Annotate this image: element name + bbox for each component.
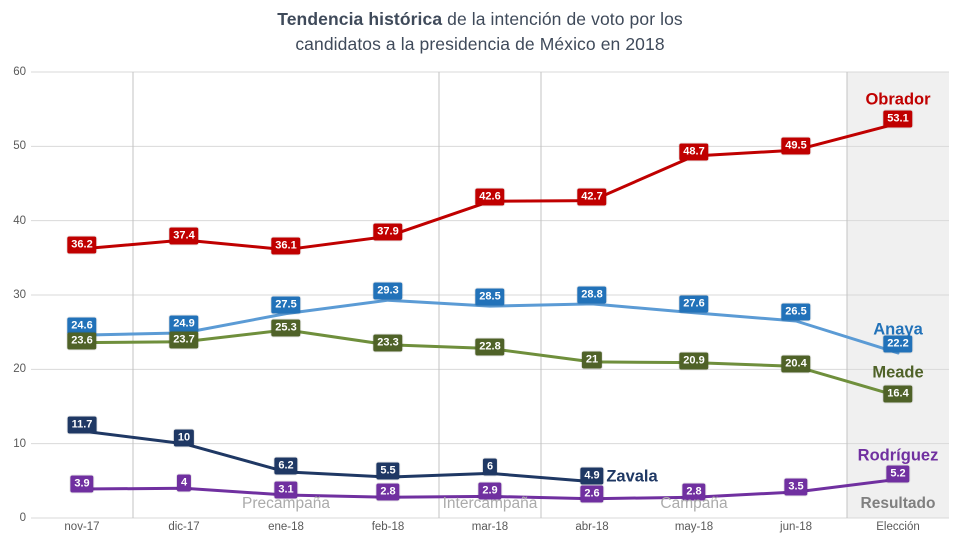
value-label-meade-mar-18: 22.8 [475, 338, 505, 356]
value-label-anaya-dic-17: 24.9 [169, 315, 199, 333]
value-label-rodriguez-dic-17: 4 [176, 474, 192, 492]
phase-label-intercampana: Intercampaña [442, 495, 538, 512]
series-line-zavala [80, 429, 594, 484]
value-label-meade-may-18: 20.9 [679, 352, 709, 370]
series-label-meade: Meade [872, 363, 924, 382]
value-label-obrador-abr-18: 42.7 [577, 188, 607, 206]
x-tick-label-dic-17: dic-17 [168, 521, 200, 533]
value-label-obrador-may-18: 48.7 [679, 143, 709, 161]
phase-label-precampana: Precampaña [242, 495, 330, 512]
value-label-zavala-dic-17: 10 [173, 429, 195, 447]
chart-title-line-1: Tendencia histórica de la intención de v… [0, 7, 960, 32]
value-label-zavala-ene-18: 6.2 [274, 457, 298, 475]
series-label-anaya: Anaya [873, 320, 923, 339]
x-tick-label-eleccion: Elección [876, 521, 920, 533]
value-label-rodriguez-abr-18: 2.6 [580, 485, 604, 503]
value-label-anaya-may-18: 27.6 [679, 295, 709, 313]
value-label-meade-eleccion: 16.4 [883, 385, 913, 403]
chart-title: Tendencia histórica de la intención de v… [0, 7, 960, 57]
value-label-obrador-ene-18: 36.1 [271, 237, 301, 255]
value-label-anaya-abr-18: 28.8 [577, 286, 607, 304]
series-label-rodriguez: Rodríguez [857, 446, 939, 465]
value-label-obrador-feb-18: 37.9 [373, 223, 403, 241]
y-tick-label-30: 30 [13, 289, 26, 301]
value-label-anaya-jun-18: 26.5 [781, 303, 811, 321]
value-label-meade-nov-17: 23.6 [67, 332, 97, 350]
y-tick-label-50: 50 [13, 140, 26, 153]
series-line-obrador [80, 121, 900, 252]
value-label-anaya-mar-18: 28.5 [475, 288, 505, 306]
y-tick-label-40: 40 [13, 214, 26, 227]
value-label-meade-abr-18: 21 [581, 351, 603, 369]
series-label-zavala: Zavala [606, 467, 658, 486]
value-label-rodriguez-ene-18: 3.1 [274, 481, 298, 499]
value-label-rodriguez-eleccion: 5.2 [886, 465, 910, 483]
value-label-obrador-nov-17: 36.2 [67, 236, 97, 254]
value-label-anaya-nov-17: 24.6 [67, 317, 97, 335]
chart-title-line-2: candidatos a la presidencia de México en… [295, 34, 665, 54]
value-label-meade-feb-18: 23.3 [373, 334, 403, 352]
x-tick-label-feb-18: feb-18 [371, 521, 405, 533]
value-label-anaya-ene-18: 27.5 [271, 296, 301, 314]
value-label-anaya-eleccion: 22.2 [883, 335, 913, 353]
chart-title-regular: de la intención de voto por los [442, 9, 683, 29]
series-line-anaya [80, 298, 900, 355]
y-tick-label-0: 0 [19, 512, 26, 524]
value-label-zavala-feb-18: 5.5 [376, 462, 400, 480]
value-label-obrador-mar-18: 42.6 [475, 188, 505, 206]
value-label-rodriguez-jun-18: 3.5 [784, 478, 808, 496]
value-label-rodriguez-feb-18: 2.8 [376, 483, 400, 501]
value-label-meade-ene-18: 25.3 [271, 319, 301, 337]
value-label-obrador-eleccion: 53.1 [883, 110, 913, 128]
x-tick-label-abr-18: abr-18 [575, 521, 609, 533]
value-label-meade-jun-18: 20.4 [781, 355, 811, 373]
y-tick-label-10: 10 [13, 437, 26, 450]
x-tick-label-nov-17: nov-17 [64, 521, 100, 533]
chart-title-bold: Tendencia histórica [277, 9, 443, 29]
value-label-zavala-nov-17: 11.7 [67, 416, 97, 434]
y-tick-label-60: 60 [13, 66, 26, 78]
value-label-zavala-mar-18: 6 [482, 458, 498, 476]
value-label-zavala-abr-18: 4.9 [580, 467, 604, 485]
phase-label-campana: Campaña [660, 495, 728, 512]
phase-label-resultado: Resultado [860, 495, 936, 512]
y-tick-label-20: 20 [13, 363, 26, 376]
x-tick-label-ene-18: ene-18 [268, 521, 304, 533]
x-tick-label-jun-18: jun-18 [780, 521, 812, 533]
x-tick-label-mar-18: mar-18 [471, 521, 509, 533]
value-label-rodriguez-nov-17: 3.9 [70, 475, 94, 493]
value-label-meade-dic-17: 23.7 [169, 331, 199, 349]
value-label-obrador-jun-18: 49.5 [781, 137, 811, 155]
value-label-rodriguez-mar-18: 2.9 [478, 482, 502, 500]
x-tick-label-may-18: may-18 [674, 521, 714, 533]
value-label-rodriguez-may-18: 2.8 [682, 483, 706, 501]
value-label-anaya-feb-18: 29.3 [373, 282, 403, 300]
series-label-obrador: Obrador [865, 90, 931, 109]
value-label-obrador-dic-17: 37.4 [169, 227, 199, 245]
